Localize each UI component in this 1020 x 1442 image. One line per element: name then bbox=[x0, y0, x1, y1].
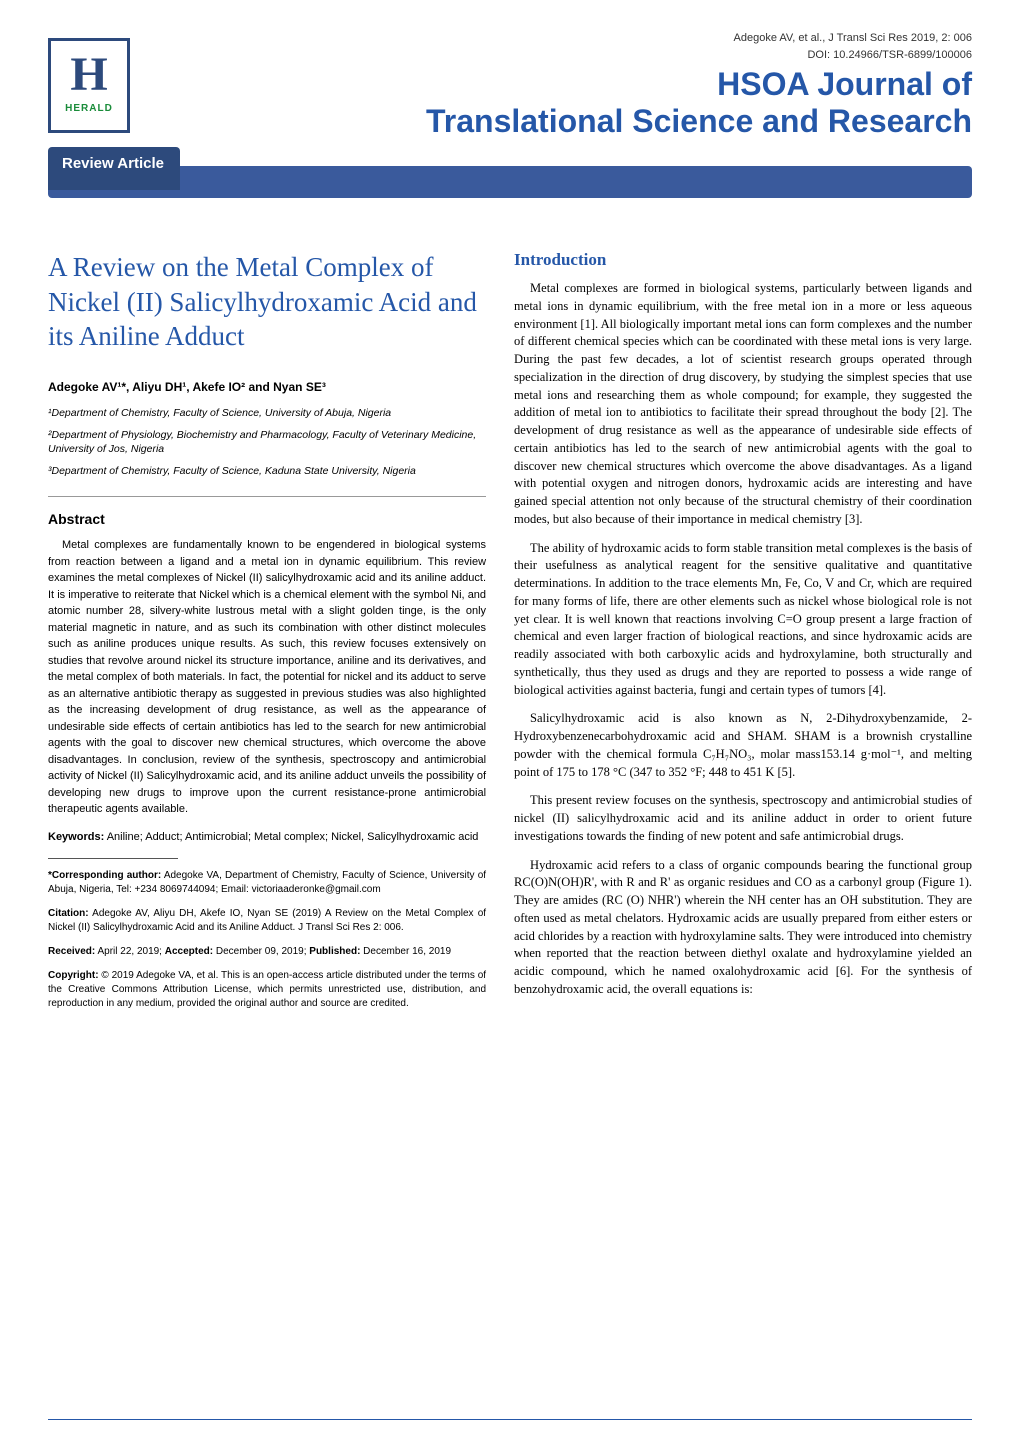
header: H HERALD Adegoke AV, et al., J Transl Sc… bbox=[0, 0, 1020, 180]
divider bbox=[48, 496, 486, 497]
copyright-label: Copyright: bbox=[48, 970, 99, 981]
journal-title-line1: HSOA Journal of bbox=[426, 66, 972, 103]
intro-p3: Salicylhydroxamic acid is also known as … bbox=[514, 710, 972, 781]
footer-rule bbox=[48, 1419, 972, 1420]
received-text: April 22, 2019; bbox=[95, 946, 165, 957]
footnote-divider bbox=[48, 858, 178, 859]
journal-title: HSOA Journal of Translational Science an… bbox=[426, 66, 972, 140]
citation-label: Citation: bbox=[48, 908, 89, 919]
journal-title-line2: Translational Science and Research bbox=[426, 103, 972, 140]
copyright-footnote: Copyright: © 2019 Adegoke VA, et al. Thi… bbox=[48, 969, 486, 1011]
accepted-text: December 09, 2019; bbox=[213, 946, 309, 957]
affiliation-1: ¹Department of Chemistry, Faculty of Sci… bbox=[48, 406, 486, 420]
keywords: Keywords: Aniline; Adduct; Antimicrobial… bbox=[48, 830, 486, 846]
received-label: Received: bbox=[48, 946, 95, 957]
article-title: A Review on the Metal Complex of Nickel … bbox=[48, 250, 486, 354]
citation-footnote: Citation: Adegoke AV, Aliyu DH, Akefe IO… bbox=[48, 907, 486, 935]
article-type-label: Review Article bbox=[48, 147, 180, 190]
left-column: A Review on the Metal Complex of Nickel … bbox=[48, 250, 486, 1021]
publisher-logo: H HERALD bbox=[48, 38, 130, 133]
abstract-heading: Abstract bbox=[48, 511, 486, 527]
logo-herald-text: HERALD bbox=[51, 103, 127, 114]
abstract-body: Metal complexes are fundamentally known … bbox=[48, 537, 486, 818]
published-text: December 16, 2019 bbox=[360, 946, 451, 957]
intro-p2: The ability of hydroxamic acids to form … bbox=[514, 540, 972, 700]
corresponding-label: *Corresponding author: bbox=[48, 870, 161, 881]
corresponding-author: *Corresponding author: Adegoke VA, Depar… bbox=[48, 869, 486, 897]
keywords-label: Keywords: bbox=[48, 831, 104, 843]
right-column: Introduction Metal complexes are formed … bbox=[514, 250, 972, 1021]
introduction-heading: Introduction bbox=[514, 250, 972, 270]
published-label: Published: bbox=[309, 946, 360, 957]
header-meta: Adegoke AV, et al., J Transl Sci Res 201… bbox=[734, 30, 972, 63]
header-bar bbox=[48, 166, 972, 198]
copyright-text: © 2019 Adegoke VA, et al. This is an ope… bbox=[48, 970, 486, 1009]
authors: Adegoke AV¹*, Aliyu DH¹, Akefe IO² and N… bbox=[48, 380, 486, 394]
dates-footnote: Received: April 22, 2019; Accepted: Dece… bbox=[48, 945, 486, 959]
intro-p4: This present review focuses on the synth… bbox=[514, 792, 972, 845]
intro-p5: Hydroxamic acid refers to a class of org… bbox=[514, 857, 972, 999]
logo-letter: H bbox=[51, 41, 127, 105]
accepted-label: Accepted: bbox=[165, 946, 213, 957]
citation-line: Adegoke AV, et al., J Transl Sci Res 201… bbox=[734, 30, 972, 47]
keywords-text: Aniline; Adduct; Antimicrobial; Metal co… bbox=[104, 831, 478, 843]
intro-p1: Metal complexes are formed in biological… bbox=[514, 280, 972, 529]
content-area: A Review on the Metal Complex of Nickel … bbox=[0, 180, 1020, 1041]
affiliation-3: ³Department of Chemistry, Faculty of Sci… bbox=[48, 464, 486, 478]
citation-text: Adegoke AV, Aliyu DH, Akefe IO, Nyan SE … bbox=[48, 908, 486, 933]
affiliation-2: ²Department of Physiology, Biochemistry … bbox=[48, 428, 486, 456]
doi-line: DOI: 10.24966/TSR-6899/100006 bbox=[734, 47, 972, 64]
